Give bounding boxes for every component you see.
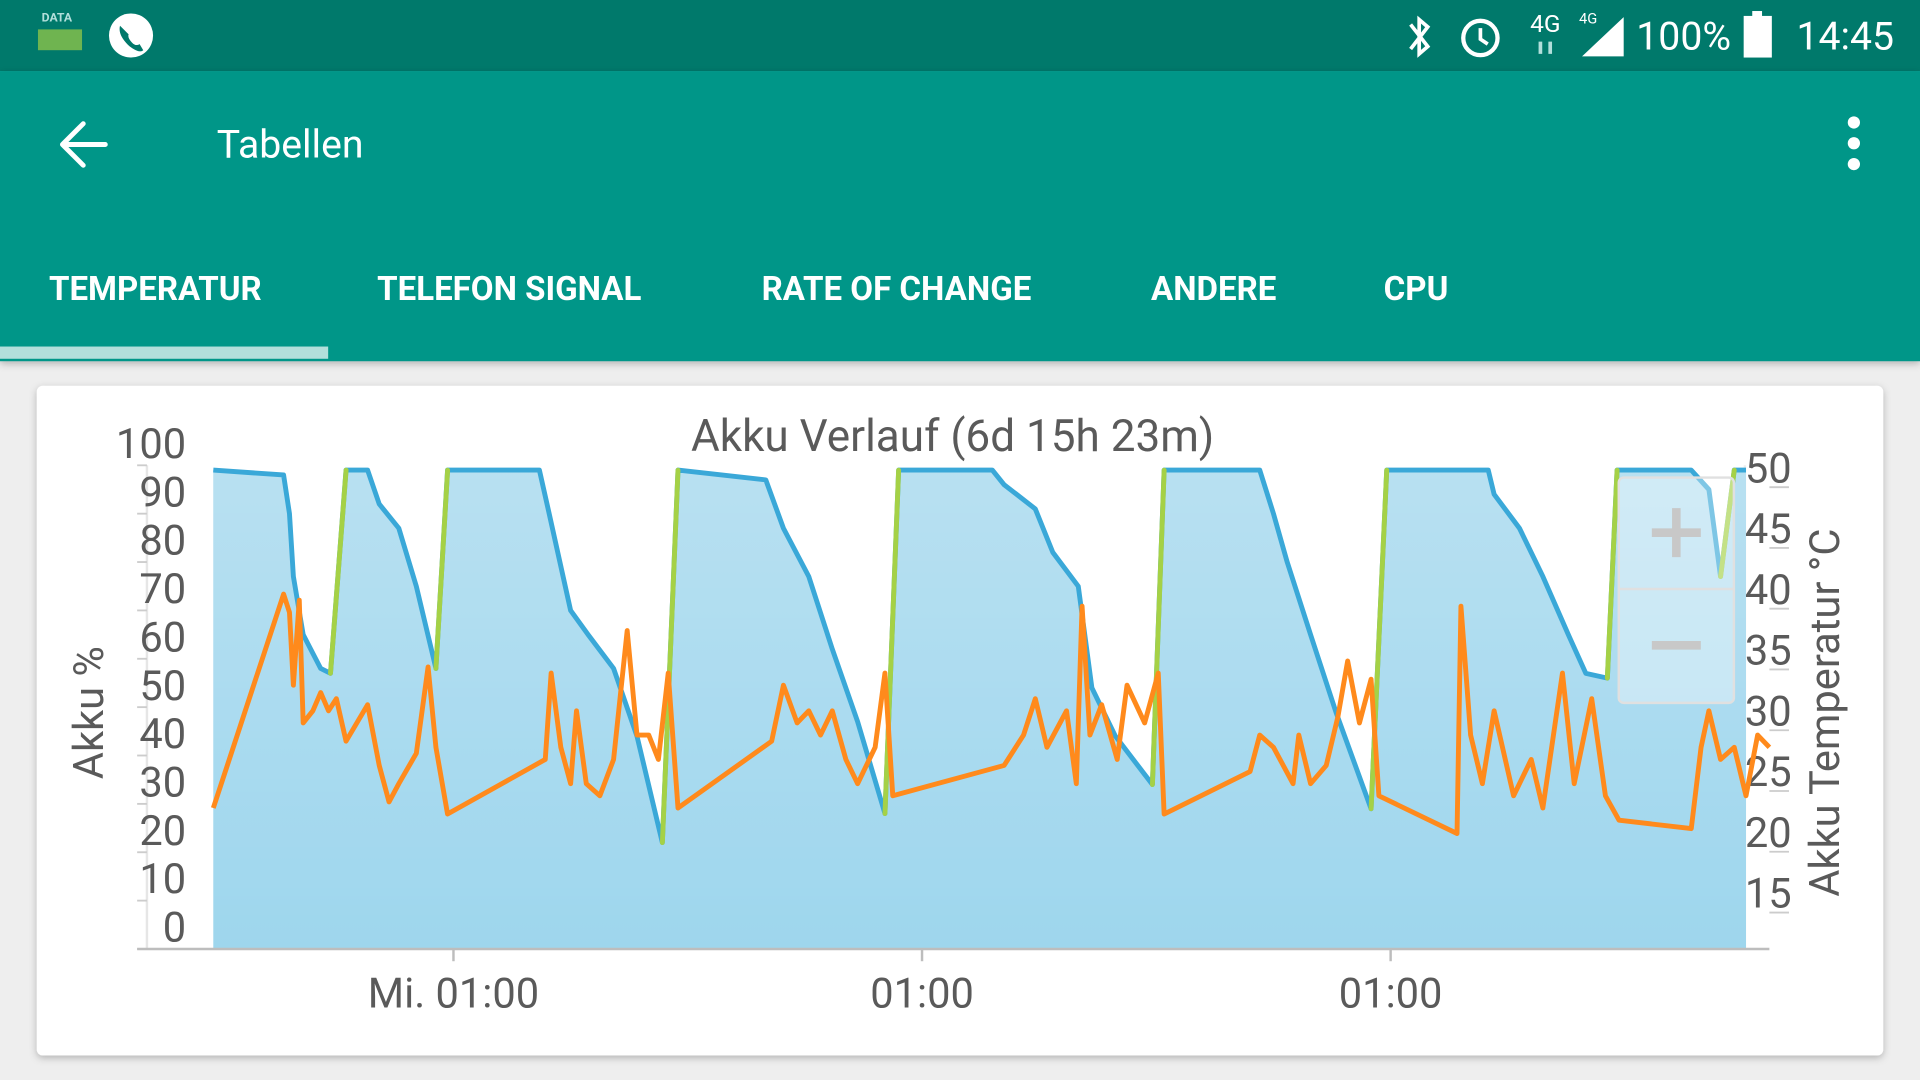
network-type-small: 4G <box>1579 9 1597 27</box>
tab[interactable]: TELEFON SIGNAL <box>377 270 641 309</box>
x-tick-label: 01:00 <box>1339 970 1443 1019</box>
y-tick-label: 30 <box>139 759 186 808</box>
alarm-icon <box>1461 18 1500 58</box>
charging-segment <box>1718 467 1737 580</box>
charging-segment <box>659 467 681 846</box>
y2-tick-label: 45 <box>1745 505 1792 554</box>
menu-dot[interactable] <box>1847 137 1860 150</box>
battery-icon <box>1743 15 1772 58</box>
alarm-hands <box>1478 28 1489 46</box>
tab-indicator <box>0 346 329 359</box>
charging-segment <box>882 467 902 817</box>
y-tick-label: 40 <box>139 710 186 759</box>
y2-tick-label: 15 <box>1745 870 1792 919</box>
zoom-controls <box>1617 476 1736 705</box>
data-label: DATA <box>42 11 73 25</box>
call-icon-glyph <box>119 25 144 52</box>
tab[interactable]: RATE OF CHANGE <box>762 270 1032 309</box>
bluetooth-icon <box>1409 15 1431 58</box>
y-axis-label: Akku % <box>65 646 114 779</box>
app-bar <box>0 71 1920 362</box>
x-tick-label: Mi. 01:00 <box>368 970 539 1019</box>
y-tick-label: 80 <box>139 517 186 566</box>
y-tick-label: 0 <box>163 904 186 953</box>
back-button[interactable] <box>60 121 108 168</box>
y2-tick-label: 30 <box>1745 687 1792 736</box>
y2-tick-label: 50 <box>1745 444 1792 493</box>
y-tick-label: 10 <box>139 855 186 904</box>
y-tick-label: 20 <box>139 807 186 856</box>
network-type: 4G <box>1530 9 1560 38</box>
overflow-menu[interactable] <box>1847 116 1860 171</box>
data-arrows <box>1538 41 1553 54</box>
tab[interactable]: TEMPERATUR <box>49 270 262 309</box>
app-title: Tabellen <box>217 121 364 167</box>
battery-tip <box>1752 11 1763 18</box>
zoom-in[interactable] <box>1651 508 1701 558</box>
x-tick-label: 01:00 <box>870 970 974 1019</box>
charging-segment <box>1604 467 1620 681</box>
tab[interactable]: CPU <box>1384 270 1449 309</box>
menu-dot[interactable] <box>1847 157 1860 171</box>
call-icon <box>108 13 154 58</box>
y2-tick-label: 35 <box>1745 627 1792 676</box>
y-tick-label: 60 <box>139 613 186 662</box>
y2-tick-label: 40 <box>1745 566 1792 615</box>
y-tick-label: 50 <box>139 662 186 711</box>
y2-axis-label: Akku Temperatur °C <box>1801 529 1850 897</box>
tab[interactable]: ANDERE <box>1151 270 1276 309</box>
charging-segment <box>433 467 451 671</box>
charging-segment <box>328 467 349 676</box>
chart: Akku Verlauf (6d 15h 23m) Akku % Akku Temp… <box>65 410 1850 1019</box>
chart-title: Akku Verlauf (6d 15h 23m) <box>691 410 1214 462</box>
y-tick-label: 90 <box>139 468 186 517</box>
y-tick-label: 70 <box>139 565 186 614</box>
status-bar <box>0 0 1920 72</box>
y2-tick-label: 20 <box>1745 809 1792 858</box>
line <box>210 591 1772 836</box>
data-icon <box>37 29 83 51</box>
battery-percent: 100% <box>1636 14 1731 60</box>
menu-dot[interactable] <box>1847 116 1860 129</box>
tab-bar: TEMPERATUR TELEFON SIGNAL RATE OF CHANGE AN… <box>0 270 1448 359</box>
area-gradient <box>213 470 1746 949</box>
line <box>213 467 1747 846</box>
charging-segment <box>1149 467 1167 787</box>
zoom-panel <box>1617 476 1736 705</box>
clock: 14:45 <box>1797 14 1895 60</box>
y-tick-label: 100 <box>116 420 186 469</box>
area-bottom <box>213 470 1746 949</box>
